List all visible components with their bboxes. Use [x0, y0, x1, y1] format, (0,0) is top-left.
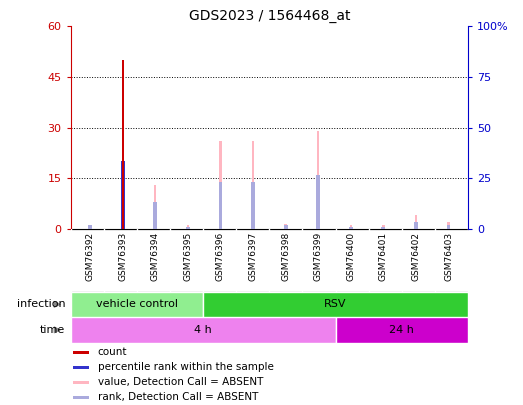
Bar: [187, 226, 189, 229]
Bar: [73, 351, 89, 354]
Text: time: time: [40, 325, 65, 335]
Text: GSM76399: GSM76399: [314, 232, 323, 281]
Text: GSM76402: GSM76402: [412, 232, 420, 281]
Bar: [382, 226, 384, 229]
Bar: [285, 224, 287, 229]
Bar: [121, 60, 124, 229]
Bar: [252, 141, 254, 229]
Text: vehicle control: vehicle control: [96, 299, 178, 309]
Bar: [415, 215, 417, 229]
Text: rank, Detection Call = ABSENT: rank, Detection Call = ABSENT: [98, 392, 258, 403]
Bar: [316, 175, 320, 229]
Bar: [73, 366, 89, 369]
Text: percentile rank within the sample: percentile rank within the sample: [98, 362, 274, 372]
Text: value, Detection Call = ABSENT: value, Detection Call = ABSENT: [98, 377, 263, 387]
Text: GSM76393: GSM76393: [118, 232, 127, 281]
Text: GSM76392: GSM76392: [86, 232, 95, 281]
Bar: [154, 185, 156, 229]
Bar: [447, 226, 450, 229]
Bar: [88, 226, 92, 229]
Bar: [447, 222, 450, 229]
Bar: [381, 227, 385, 229]
Bar: [336, 317, 468, 343]
Text: count: count: [98, 347, 127, 357]
Bar: [350, 226, 352, 229]
Text: GSM76394: GSM76394: [151, 232, 160, 281]
Bar: [219, 181, 222, 229]
Bar: [317, 131, 320, 229]
Text: infection: infection: [17, 299, 65, 309]
Text: GSM76397: GSM76397: [248, 232, 257, 281]
Text: GSM76400: GSM76400: [346, 232, 355, 281]
Bar: [203, 292, 468, 317]
Bar: [89, 226, 92, 229]
Bar: [186, 227, 190, 229]
Text: 24 h: 24 h: [390, 325, 414, 335]
Text: GSM76396: GSM76396: [216, 232, 225, 281]
Bar: [71, 292, 203, 317]
Bar: [73, 396, 89, 399]
Text: RSV: RSV: [324, 299, 347, 309]
Bar: [121, 60, 124, 229]
Text: GSM76403: GSM76403: [444, 232, 453, 281]
Text: 4 h: 4 h: [194, 325, 212, 335]
Bar: [73, 381, 89, 384]
Bar: [414, 222, 418, 229]
Text: GSM76395: GSM76395: [184, 232, 192, 281]
Bar: [153, 202, 157, 229]
Bar: [283, 226, 288, 229]
Title: GDS2023 / 1564468_at: GDS2023 / 1564468_at: [189, 9, 350, 23]
Text: GSM76398: GSM76398: [281, 232, 290, 281]
Bar: [251, 181, 255, 229]
Text: GSM76401: GSM76401: [379, 232, 388, 281]
Bar: [219, 141, 222, 229]
Bar: [121, 161, 124, 229]
Bar: [71, 317, 336, 343]
Bar: [349, 227, 353, 229]
